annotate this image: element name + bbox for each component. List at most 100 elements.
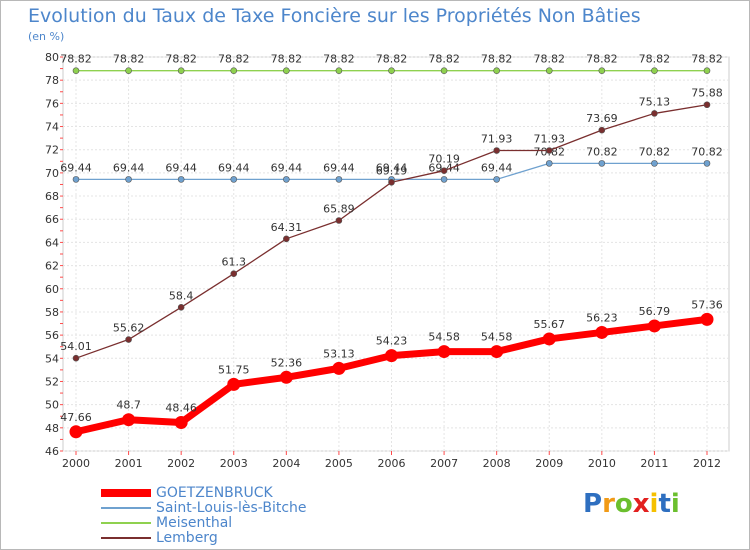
data-label: 78.82 — [165, 53, 197, 66]
data-label: 55.67 — [534, 318, 566, 331]
logo-letter: P — [583, 489, 603, 519]
logo-letter: i — [670, 489, 680, 519]
x-tick-label: 2006 — [378, 457, 406, 470]
data-point — [598, 67, 606, 74]
y-tick-label: 70 — [45, 167, 59, 180]
data-point — [125, 176, 132, 183]
data-label: 78.82 — [586, 53, 618, 66]
data-point — [493, 147, 500, 154]
y-axis-unit-label: (en %) — [28, 30, 65, 43]
data-label: 69.44 — [481, 161, 513, 174]
data-label: 53.13 — [323, 347, 355, 360]
x-tick-label: 2011 — [640, 457, 668, 470]
data-point — [651, 160, 658, 167]
data-label: 58.4 — [169, 289, 194, 302]
logo-letter: t — [658, 489, 671, 519]
plot-area — [62, 56, 730, 452]
y-tick-label: 54 — [45, 352, 59, 365]
legend-swatch — [101, 522, 151, 524]
data-point — [72, 354, 80, 362]
y-tick-label: 68 — [45, 190, 59, 203]
data-label: 54.58 — [428, 331, 460, 344]
legend-swatch — [101, 537, 151, 539]
data-point — [545, 67, 553, 74]
data-point — [335, 176, 343, 183]
data-label: 54.01 — [60, 340, 92, 353]
proxiti-logo: Proxiti — [583, 489, 680, 519]
data-point — [493, 176, 500, 183]
data-point — [490, 345, 504, 359]
data-label: 56.79 — [639, 305, 671, 318]
data-label: 61.3 — [222, 256, 247, 269]
data-label: 65.89 — [323, 203, 355, 216]
y-tick-label: 80 — [45, 51, 59, 64]
y-tick-label: 48 — [45, 422, 59, 435]
y-tick-label: 58 — [45, 306, 59, 319]
data-point — [493, 67, 500, 74]
series-lemberg: 54.01 55.62 58.4 61.3 64.31 65.89 69.19 70.19 71… — [60, 87, 723, 362]
data-point — [651, 110, 658, 117]
x-tick-label: 2009 — [535, 457, 563, 470]
data-point — [388, 178, 395, 186]
y-tick-label: 66 — [45, 213, 59, 226]
data-point — [283, 235, 290, 243]
data-point — [69, 425, 83, 439]
data-label: 75.88 — [691, 87, 723, 100]
data-label: 75.13 — [639, 95, 671, 108]
data-label: 78.82 — [691, 53, 723, 66]
y-tick-label: 56 — [45, 329, 59, 342]
y-tick-label: 78 — [45, 74, 59, 87]
x-tick-label: 2000 — [62, 457, 90, 470]
x-tick-label: 2012 — [693, 457, 721, 470]
data-label: 70.19 — [428, 153, 460, 166]
series-goetzenbruck: 47.66 48.7 48.46 51.75 52.36 53.13 54.23 54.58 5… — [60, 298, 723, 439]
data-label: 71.93 — [534, 133, 566, 146]
data-label: 78.82 — [218, 53, 250, 66]
data-label: 51.75 — [218, 363, 250, 376]
data-point — [545, 160, 553, 167]
data-point — [230, 270, 238, 278]
data-point — [283, 176, 290, 183]
data-point — [647, 319, 661, 333]
x-tick-label: 2001 — [115, 457, 143, 470]
data-label: 69.44 — [113, 161, 145, 174]
data-point — [283, 67, 290, 74]
x-tick-label: 2004 — [272, 457, 300, 470]
data-label: 54.58 — [481, 331, 513, 344]
data-point — [72, 176, 80, 183]
data-point — [440, 176, 448, 183]
data-label: 71.93 — [481, 133, 513, 146]
legend-label: Saint-Louis-lès-Bitche — [156, 500, 307, 516]
legend-swatch — [101, 507, 151, 509]
data-point — [703, 160, 711, 167]
data-label: 55.62 — [113, 322, 145, 335]
logo-letter: r — [602, 489, 615, 519]
data-label: 78.82 — [481, 53, 513, 66]
data-point — [598, 160, 606, 167]
data-point — [332, 361, 346, 375]
legend-label: GOETZENBRUCK — [156, 485, 273, 501]
data-label: 64.31 — [271, 221, 303, 234]
data-label: 47.66 — [60, 411, 92, 424]
data-point — [125, 336, 132, 343]
x-tick-label: 2002 — [167, 457, 195, 470]
data-label: 78.82 — [376, 53, 408, 66]
data-point — [595, 325, 609, 339]
data-point — [385, 349, 398, 363]
data-point — [177, 67, 185, 74]
data-point — [177, 176, 185, 183]
data-point — [335, 67, 343, 74]
data-point — [440, 167, 448, 174]
data-label: 70.82 — [691, 145, 723, 158]
x-tick-label: 2008 — [483, 457, 511, 470]
data-label: 70.82 — [639, 145, 671, 158]
y-tick-label: 72 — [45, 144, 59, 157]
data-point — [72, 67, 80, 74]
data-point — [703, 101, 711, 109]
data-point — [177, 304, 185, 311]
data-label: 69.44 — [376, 161, 408, 174]
x-tick-label: 2010 — [588, 457, 616, 470]
y-tick-label: 74 — [45, 121, 59, 134]
